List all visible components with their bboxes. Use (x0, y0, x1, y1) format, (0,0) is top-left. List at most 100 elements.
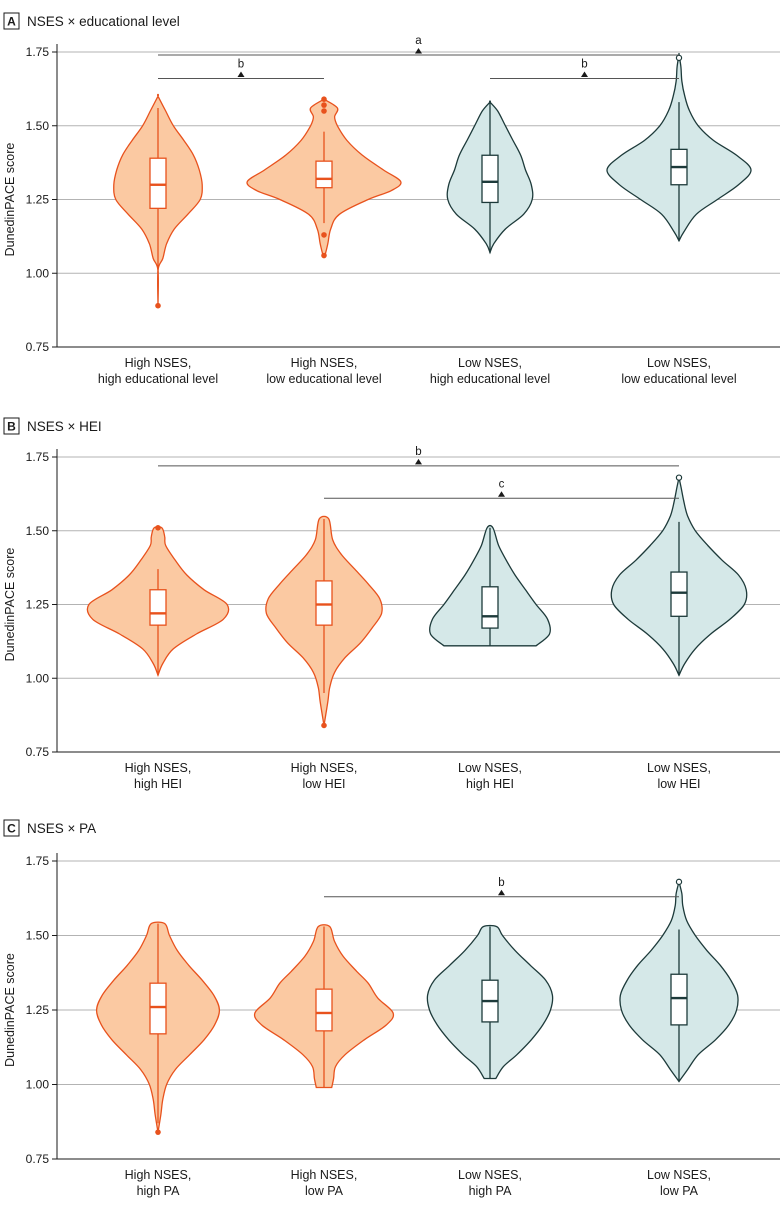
panel-letter: C (7, 822, 16, 836)
outlier-point (321, 252, 327, 259)
significance-marker (581, 71, 588, 78)
y-tick-label: 1.25 (26, 193, 50, 207)
panel-letter-box (3, 12, 20, 30)
panel-title: NSES × PA (27, 821, 96, 836)
significance-label: b (238, 59, 244, 71)
iqr-box (315, 580, 333, 626)
y-tick-label: 1.75 (26, 450, 50, 464)
y-tick-label: 1.50 (26, 929, 50, 943)
y-tick-label: 1.25 (26, 1003, 50, 1017)
iqr-box (149, 982, 167, 1035)
y-tick-label: 0.75 (26, 340, 50, 354)
outlier-point (675, 54, 683, 62)
violin-2 (253, 924, 395, 1089)
category-label-line2: high HEI (466, 777, 514, 791)
outlier-point (675, 474, 683, 481)
y-tick-label: 1.00 (26, 1078, 50, 1092)
panel-letter: A (7, 15, 16, 29)
iqr-box (149, 157, 167, 209)
y-axis-label: DunedinPACE score (3, 548, 17, 662)
panel-title: NSES × educational level (27, 14, 180, 29)
y-tick-label: 0.75 (26, 745, 50, 759)
outlier-point (321, 722, 327, 729)
outlier-point (321, 102, 327, 108)
iqr-box (315, 160, 333, 189)
y-tick-label: 1.00 (26, 671, 50, 685)
violin-4 (610, 474, 748, 677)
panel-c: C NSES × PA 0.75 1.00 1.25 1.50 1.75 DunedinPAC… (3, 819, 780, 1198)
significance-marker (498, 889, 505, 896)
category-label-line1: Low NSES, (458, 1168, 522, 1182)
category-label-line2: low educational level (266, 372, 381, 386)
category-label-line2: high educational level (430, 372, 550, 386)
outlier-point (321, 108, 327, 114)
iqr-box (315, 988, 333, 1032)
y-tick-label: 1.50 (26, 524, 50, 538)
category-label-line2: high PA (137, 1184, 181, 1198)
category-label-line1: High NSES, (291, 1168, 358, 1182)
category-label-line1: Low NSES, (647, 1168, 711, 1182)
violin-3 (446, 100, 534, 255)
category-label-line2: low PA (305, 1184, 344, 1198)
category-label-line2: low HEI (302, 777, 345, 791)
violin-1 (113, 93, 203, 309)
y-tick-label: 1.50 (26, 119, 50, 133)
category-label-line2: high HEI (134, 777, 182, 791)
outlier-point (321, 96, 327, 102)
violin-3 (426, 924, 554, 1080)
violin-3 (429, 524, 551, 647)
category-label-line2: low PA (660, 1184, 699, 1198)
outlier-point (155, 525, 161, 531)
violin-2 (246, 96, 402, 259)
category-label-line1: Low NSES, (647, 761, 711, 775)
category-label-line1: High NSES, (125, 761, 192, 775)
violin-4 (619, 878, 739, 1083)
violin-4 (606, 52, 752, 243)
outlier-point (321, 232, 327, 238)
category-label-line2: high PA (469, 1184, 513, 1198)
panel-b: B NSES × HEI 0.75 1.00 1.25 1.50 1.75 DunedinPA… (3, 417, 780, 791)
category-label-line1: High NSES, (125, 1168, 192, 1182)
y-tick-label: 1.25 (26, 598, 50, 612)
significance-label: a (415, 35, 422, 47)
significance-label: b (415, 446, 421, 458)
category-label-line1: High NSES, (291, 761, 358, 775)
category-label-line1: High NSES, (125, 356, 192, 370)
violin-1 (95, 921, 221, 1135)
category-label-line1: Low NSES, (647, 356, 711, 370)
significance-marker (498, 491, 505, 497)
y-axis-label: DunedinPACE score (3, 953, 17, 1067)
iqr-box (149, 589, 167, 626)
significance-marker (415, 458, 422, 465)
y-axis-label: DunedinPACE score (3, 143, 17, 257)
violin-1 (86, 525, 230, 678)
significance-marker (415, 47, 422, 54)
panel-a: A NSES × educational level 0.75 1.00 1.25 1.5… (3, 12, 780, 386)
iqr-box (481, 586, 499, 629)
panel-letter-box (3, 819, 20, 837)
category-label-line1: Low NSES, (458, 761, 522, 775)
panel-letter-box (3, 417, 20, 435)
y-tick-label: 1.75 (26, 854, 50, 868)
category-label-line1: Low NSES, (458, 356, 522, 370)
y-tick-label: 1.75 (26, 45, 50, 59)
iqr-box (670, 973, 688, 1026)
outlier-point (155, 1129, 161, 1135)
significance-label: b (498, 877, 504, 889)
iqr-box (481, 154, 499, 204)
category-label-line2: low HEI (657, 777, 700, 791)
category-label-line2: low educational level (621, 372, 736, 386)
category-label-line2: high educational level (98, 372, 218, 386)
panel-letter: B (7, 420, 16, 434)
y-tick-label: 1.00 (26, 266, 50, 280)
outlier-point (155, 302, 161, 309)
significance-label: c (499, 478, 505, 490)
category-label-line1: High NSES, (291, 356, 358, 370)
iqr-box (670, 571, 688, 617)
y-tick-label: 0.75 (26, 1152, 50, 1166)
significance-marker (237, 71, 245, 78)
panel-title: NSES × HEI (27, 419, 102, 434)
significance-label: b (581, 59, 587, 71)
outlier-point (675, 878, 683, 886)
